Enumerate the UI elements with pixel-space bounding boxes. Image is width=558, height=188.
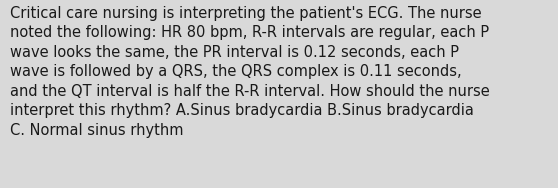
Text: Critical care nursing is interpreting the patient's ECG. The nurse
noted the fol: Critical care nursing is interpreting th…	[10, 6, 490, 138]
